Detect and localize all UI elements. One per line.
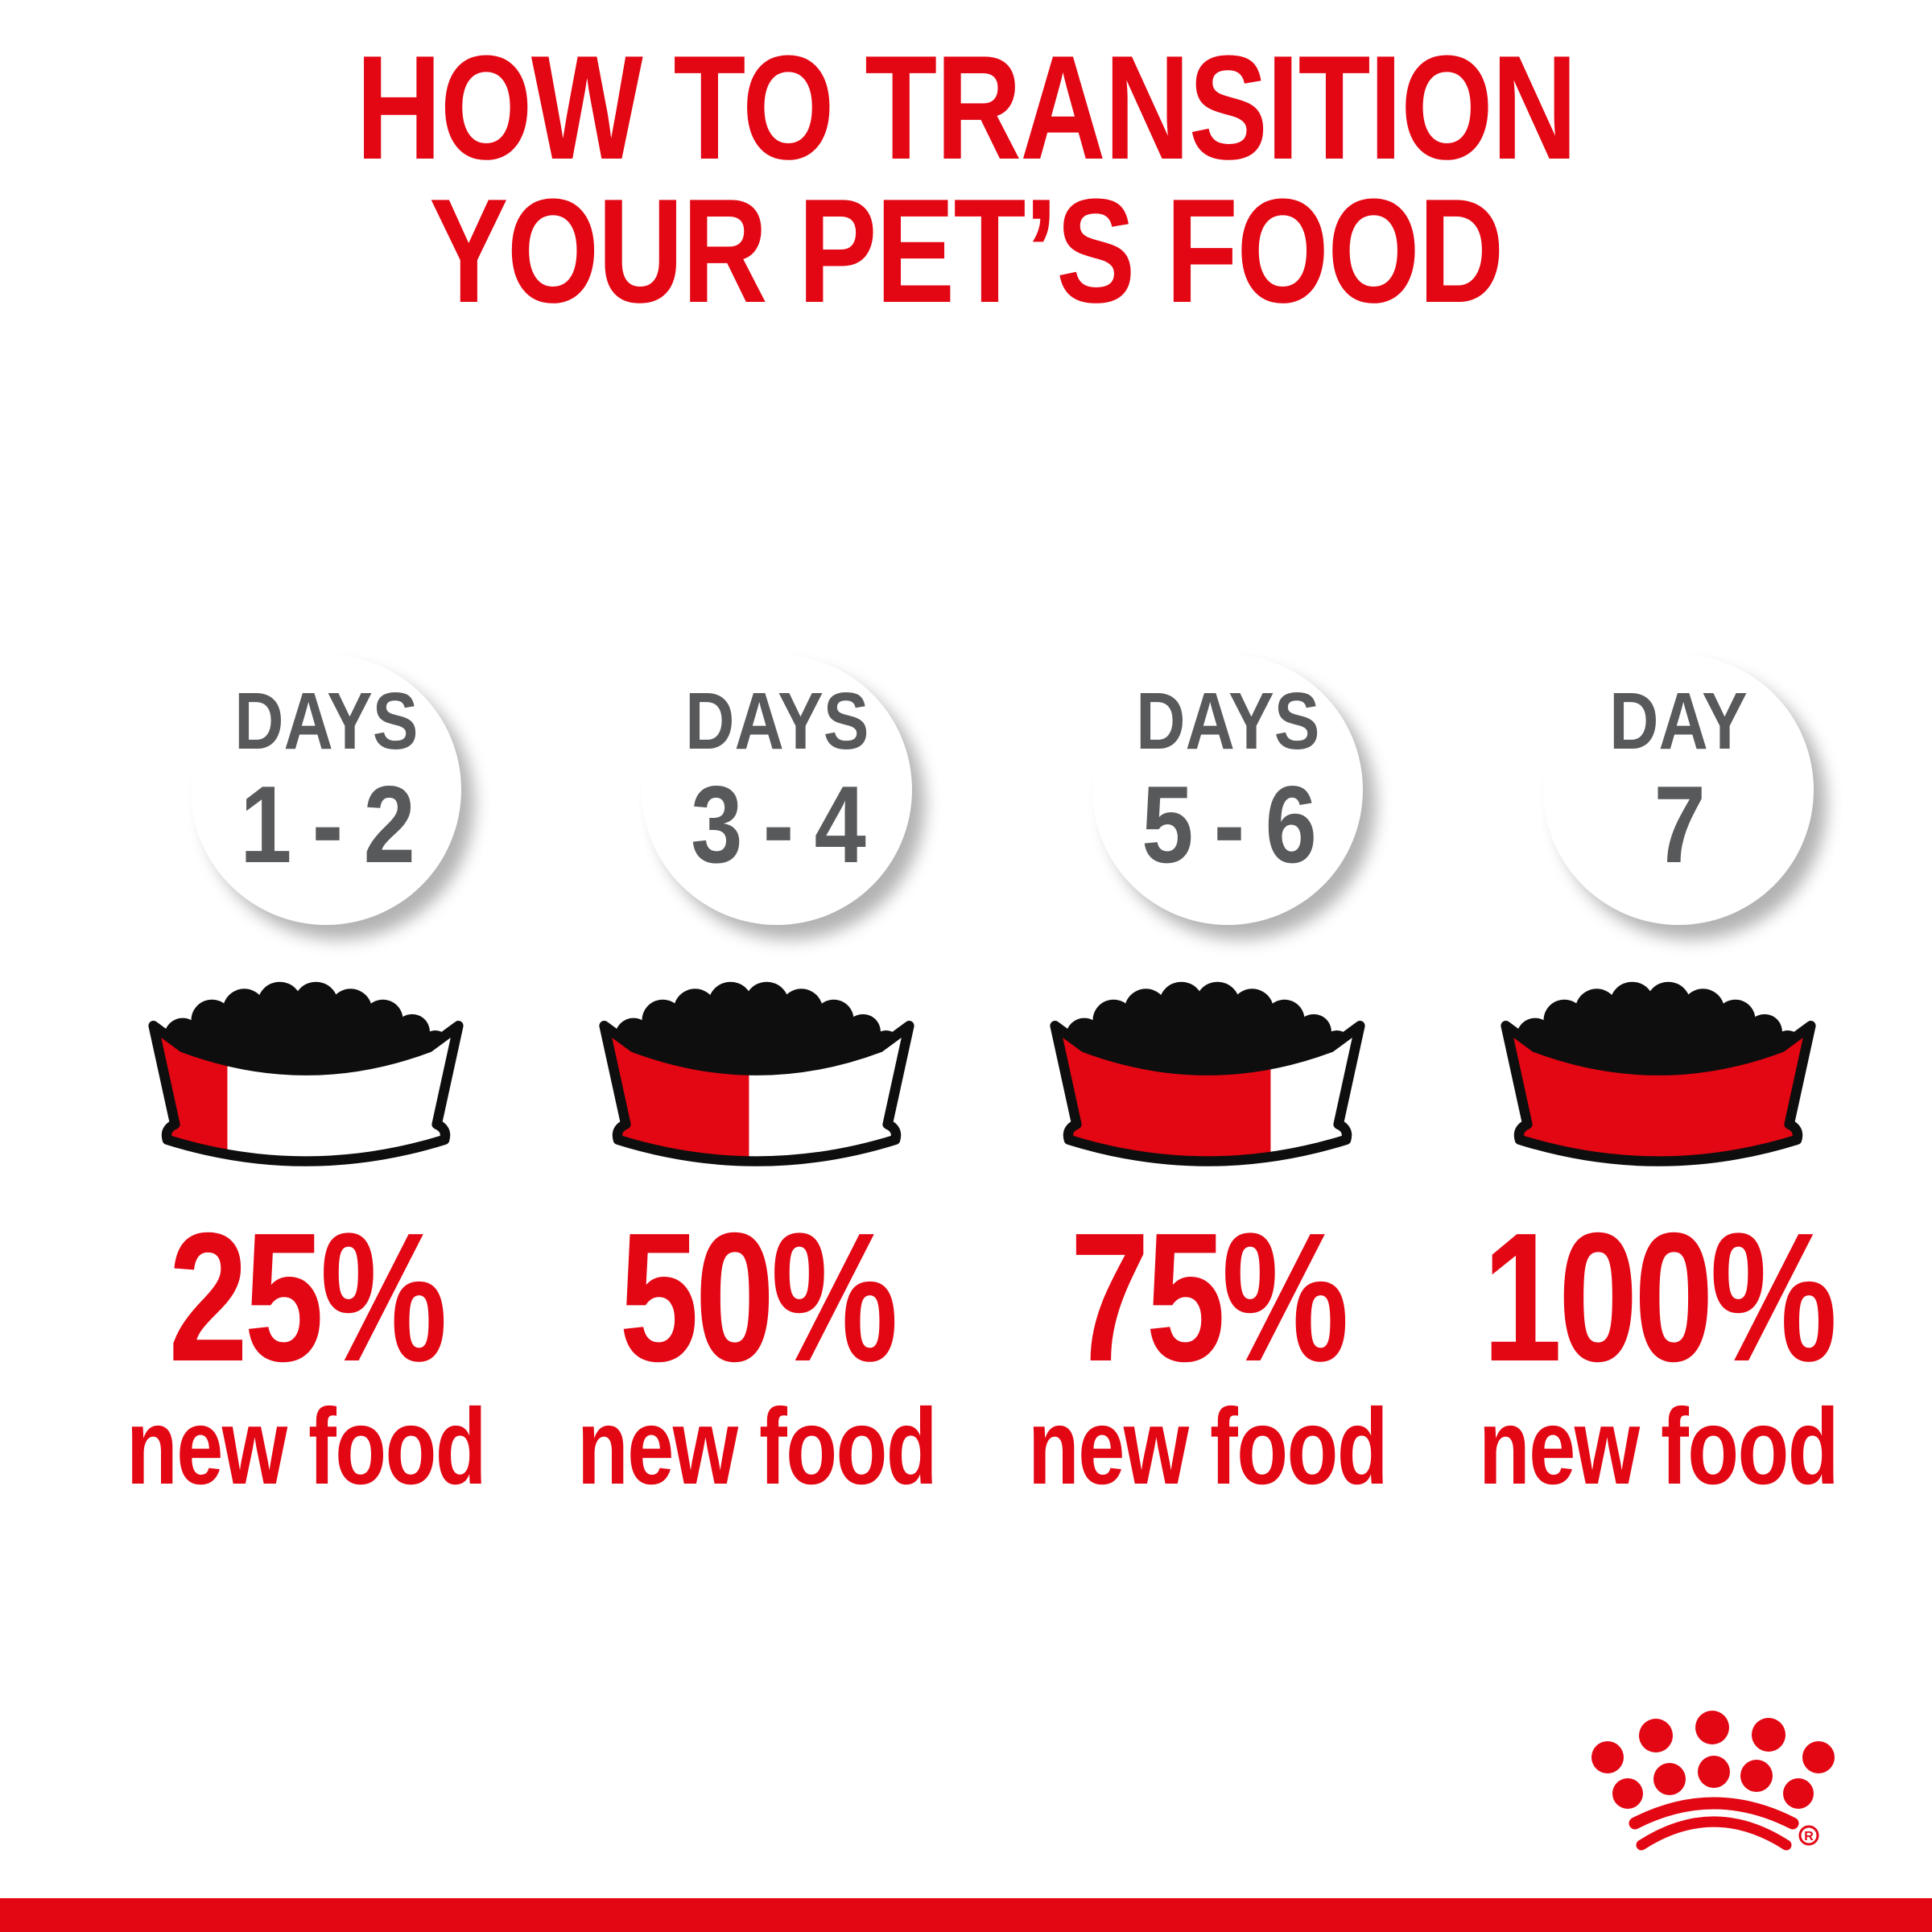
title-line-2: YOUR PET’S FOOD	[429, 167, 1504, 333]
registered-mark-circle	[1798, 1825, 1819, 1846]
page-title: HOW TO TRANSITION YOUR PET’S FOOD	[193, 24, 1739, 333]
day-range: 5 - 6	[1141, 763, 1317, 886]
step-days-1-2: DAYS 1 - 2 25% new	[121, 654, 491, 1501]
bowl-body	[153, 1026, 459, 1162]
bowl-outline	[1050, 1020, 1365, 1166]
royal-canin-crown-icon: R	[1591, 1711, 1835, 1851]
bowl-outline	[1501, 1020, 1816, 1166]
day-badge: DAYS 1 - 2	[191, 654, 461, 925]
title-line-1: HOW TO TRANSITION	[356, 24, 1577, 190]
step-day-7: DAY 7 100% new food	[1473, 654, 1843, 1501]
day-badge: DAYS 3 - 4	[642, 654, 912, 925]
food-bowl-icon	[1050, 981, 1365, 1166]
day-badge: DAYS 5 - 6	[1092, 654, 1363, 925]
day-label: DAYS	[233, 676, 419, 766]
new-food-caption: new food	[1027, 1387, 1389, 1508]
percent-label: 75%	[1070, 1195, 1349, 1401]
food-bowl-icon	[1501, 981, 1816, 1166]
bowl-outline	[599, 1020, 914, 1166]
step-days-5-6: DAYS 5 - 6 75% new	[1022, 654, 1393, 1501]
day-label: DAYS	[684, 676, 869, 766]
day-badge: DAY 7	[1543, 654, 1814, 925]
food-bowl-icon	[148, 981, 464, 1166]
percent-label: 50%	[619, 1195, 898, 1401]
bowl-outline	[148, 1020, 464, 1166]
day-range: 1 - 2	[239, 763, 415, 886]
day-label: DAY	[1609, 676, 1748, 766]
percent-label: 25%	[168, 1195, 448, 1401]
step-days-3-4: DAYS 3 - 4 50% new	[572, 654, 942, 1501]
new-food-caption: new food	[576, 1387, 938, 1508]
food-bowl-icon	[599, 981, 914, 1166]
new-food-caption: new food	[1478, 1387, 1839, 1508]
brand-footer-bar	[0, 1898, 1932, 1932]
registered-mark: R	[1804, 1830, 1814, 1843]
percent-label: 100%	[1482, 1195, 1838, 1401]
transition-steps: DAYS 1 - 2 25% new	[121, 654, 1843, 1501]
day-range: 7	[1653, 763, 1706, 886]
day-label: DAYS	[1135, 676, 1320, 766]
new-food-caption: new food	[126, 1387, 487, 1508]
day-range: 3 - 4	[690, 763, 866, 886]
